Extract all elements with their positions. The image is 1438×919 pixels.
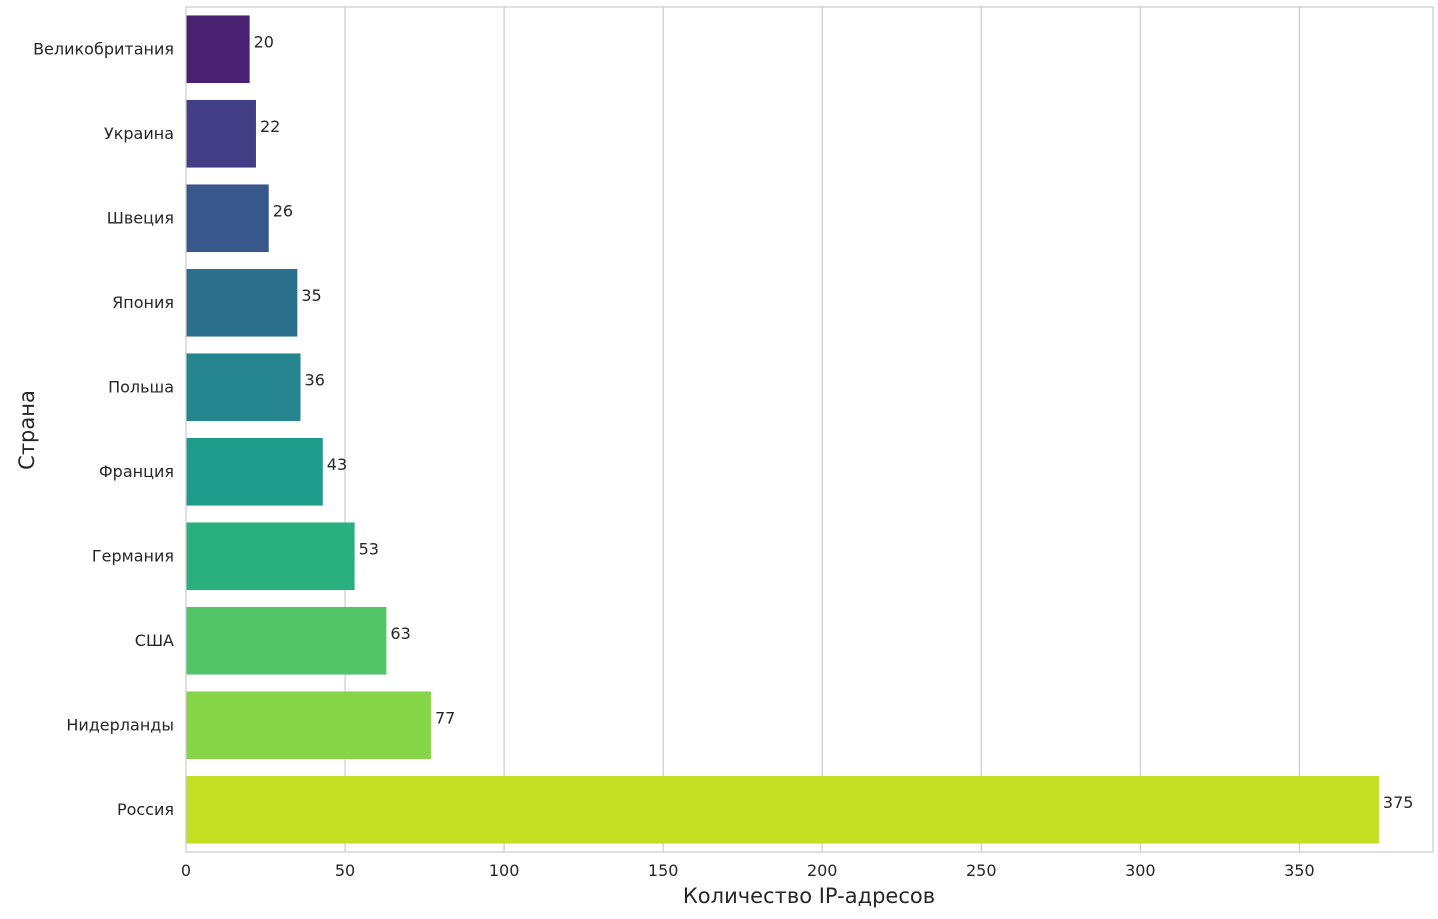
x-tick-label: 0 — [181, 861, 191, 880]
bar — [186, 99, 256, 168]
bar-value-label: 20 — [254, 32, 274, 51]
bar-value-label: 26 — [273, 201, 293, 220]
y-category-label: Россия — [117, 800, 174, 819]
y-category-label: Япония — [112, 293, 174, 312]
x-tick-label: 350 — [1284, 861, 1315, 880]
bar — [186, 184, 269, 253]
bar — [186, 775, 1379, 844]
bar — [186, 437, 323, 506]
bar-value-label: 43 — [327, 455, 347, 474]
bar-value-label: 77 — [435, 708, 455, 727]
y-category-label: Великобритания — [33, 39, 174, 58]
y-category-label: Польша — [108, 377, 174, 396]
bar — [186, 15, 250, 84]
x-tick-label: 300 — [1125, 861, 1156, 880]
bar-value-label: 35 — [301, 286, 321, 305]
x-tick-label: 150 — [648, 861, 679, 880]
bar-value-label: 36 — [305, 370, 325, 389]
bar — [186, 268, 298, 337]
y-category-label: Нидерланды — [66, 715, 174, 734]
bar — [186, 606, 387, 675]
gridlines — [344, 7, 1300, 852]
bar-value-label: 63 — [390, 624, 410, 643]
y-category-label: Франция — [99, 462, 174, 481]
x-tick-label: 100 — [489, 861, 520, 880]
y-axis-categories: Великобритания Украина Швеция Япония Польша Ф… — [33, 39, 174, 819]
bar-value-label: 22 — [260, 117, 280, 136]
x-axis-title: Количество IP-адресов — [683, 884, 935, 908]
x-axis-ticks: 0 50 100 150 200 250 300 350 — [181, 861, 1315, 880]
y-category-label: Швеция — [107, 208, 174, 227]
y-axis-title: Страна — [15, 390, 39, 470]
x-tick-label: 50 — [335, 861, 355, 880]
bar — [186, 353, 301, 422]
bar-value-label: 375 — [1383, 793, 1414, 812]
y-category-label: Украина — [104, 124, 174, 143]
bar-value-label: 53 — [359, 539, 379, 558]
bar — [186, 691, 431, 760]
bars — [186, 15, 1379, 844]
bar — [186, 522, 355, 591]
y-category-label: Германия — [92, 546, 174, 565]
x-tick-label: 200 — [807, 861, 838, 880]
x-tick-label: 250 — [966, 861, 997, 880]
y-category-label: США — [135, 631, 174, 650]
plot-frame — [185, 6, 1434, 853]
data-labels: 20 22 26 35 36 43 53 63 77 375 — [254, 32, 1414, 812]
